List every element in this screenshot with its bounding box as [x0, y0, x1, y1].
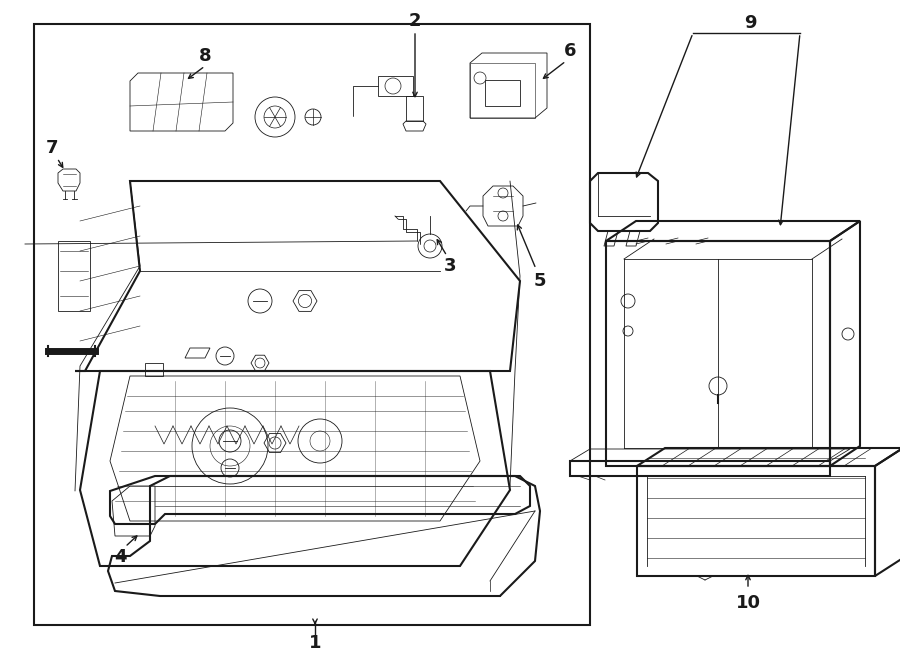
Text: 5: 5 [534, 272, 546, 290]
Text: 6: 6 [563, 42, 576, 60]
Text: 10: 10 [735, 594, 760, 612]
Text: 4: 4 [113, 548, 126, 566]
Text: 7: 7 [46, 139, 58, 157]
Text: 8: 8 [199, 47, 212, 65]
Text: 2: 2 [409, 12, 421, 30]
Text: 9: 9 [743, 14, 756, 32]
Text: 3: 3 [444, 257, 456, 275]
Text: 1: 1 [309, 634, 321, 652]
